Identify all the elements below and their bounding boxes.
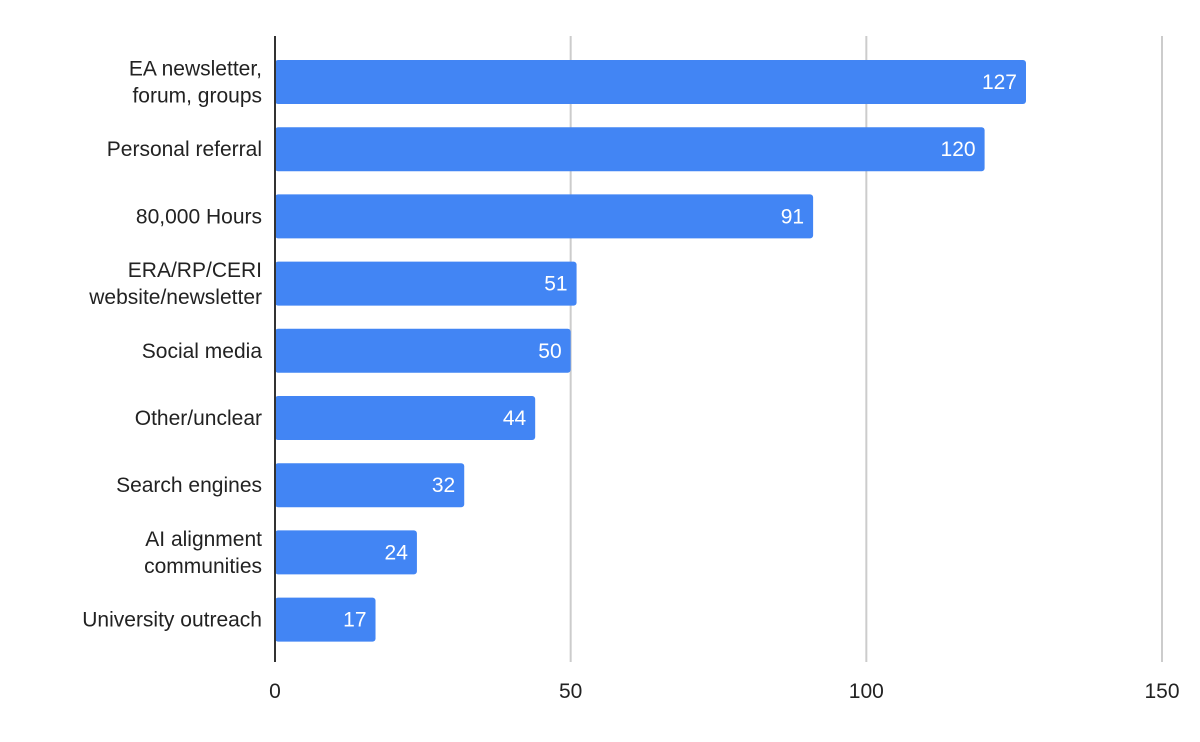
data-label: 91 [781, 205, 804, 228]
bar [275, 463, 465, 508]
category-label: Social media [142, 340, 263, 363]
category-label: Personal referral [107, 138, 262, 161]
category-label: 80,000 Hours [136, 205, 262, 228]
x-tick-label: 50 [559, 680, 582, 703]
bar [275, 328, 571, 373]
category-label: University outreach [82, 609, 262, 632]
category-labels: EA newsletter, forum, groups Personal refe… [82, 58, 262, 632]
data-label: 44 [503, 407, 527, 430]
category-label: ERA/RP/CERI [128, 259, 262, 282]
bar [275, 261, 577, 306]
category-label: forum, groups [132, 85, 262, 108]
category-label: Search engines [116, 474, 262, 497]
data-label: 17 [343, 609, 366, 632]
bar [275, 194, 814, 239]
data-label: 127 [982, 71, 1017, 94]
data-label: 24 [385, 541, 409, 564]
bar [275, 597, 376, 642]
data-label: 50 [538, 340, 561, 363]
bar [275, 530, 417, 575]
bar [275, 396, 536, 440]
x-tick-labels: 0 50 100 150 [269, 680, 1179, 703]
data-label: 32 [432, 474, 455, 497]
data-label: 51 [544, 273, 567, 296]
x-tick-label: 100 [849, 680, 884, 703]
category-label: AI alignment [145, 528, 262, 551]
bar [275, 60, 1026, 104]
bar [275, 127, 985, 172]
data-label: 120 [941, 138, 976, 161]
category-label: website/newsletter [88, 286, 262, 309]
category-label: communities [144, 555, 262, 578]
x-tick-label: 150 [1144, 680, 1179, 703]
x-tick-label: 0 [269, 680, 281, 703]
category-label: Other/unclear [135, 407, 262, 430]
bars: 127 120 91 51 50 44 32 24 17 [275, 60, 1026, 642]
category-label: EA newsletter, [129, 58, 262, 81]
